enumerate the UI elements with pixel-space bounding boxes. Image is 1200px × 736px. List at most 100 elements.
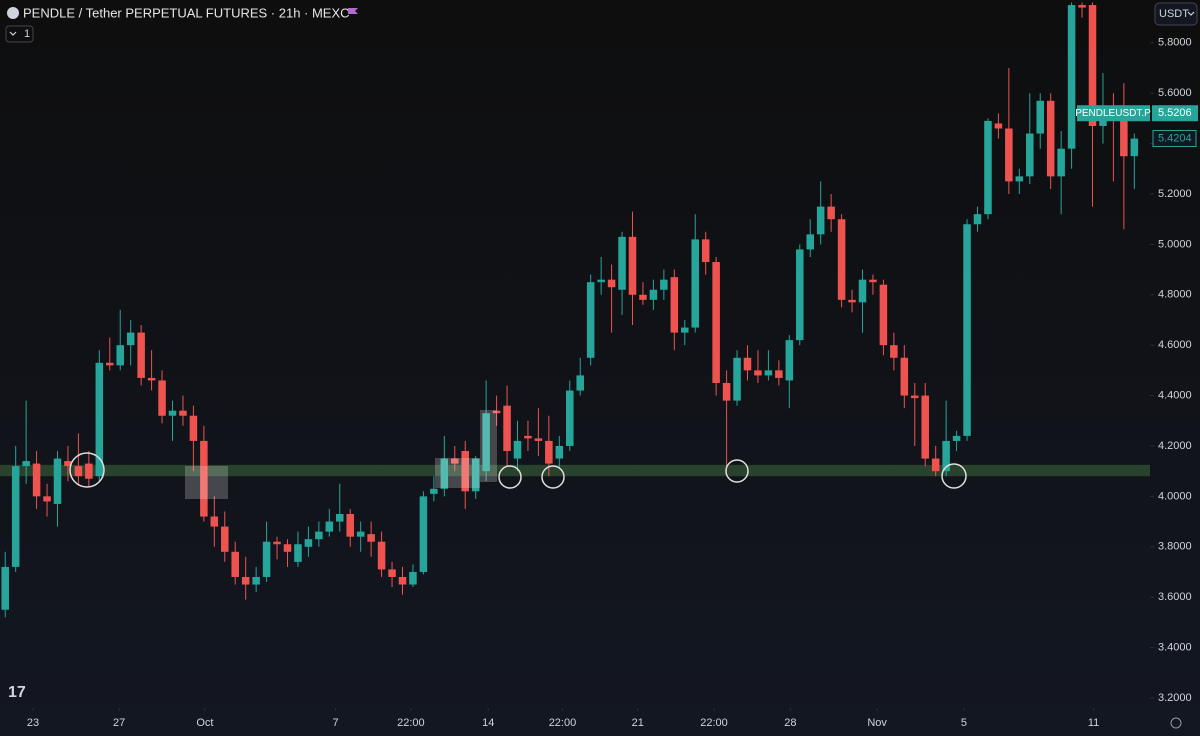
y-tick-label: 4.8000 <box>1158 289 1192 301</box>
y-tick-label: 4.6000 <box>1158 339 1192 351</box>
candle-layer <box>1 2 1139 618</box>
candle-body <box>973 214 982 225</box>
candle-body <box>733 357 741 401</box>
candle-body <box>869 279 877 283</box>
candle-body <box>827 206 835 220</box>
candle-body <box>586 282 595 358</box>
candle-body <box>106 362 114 366</box>
candle-body <box>440 458 449 489</box>
currency-button[interactable] <box>1154 2 1198 26</box>
candle-body <box>168 410 177 416</box>
candle-body <box>1015 176 1024 182</box>
candle-body <box>524 435 532 439</box>
candle-body <box>649 289 658 300</box>
x-tick-label: 27 <box>113 717 125 729</box>
touch-circle <box>498 465 522 489</box>
candle-body <box>1 566 9 610</box>
candle-body <box>22 461 30 467</box>
candle-body <box>1067 5 1076 149</box>
candle-body <box>492 410 501 414</box>
candle-body <box>1036 100 1044 134</box>
touch-circle <box>725 459 749 483</box>
candle-body <box>1088 5 1097 126</box>
price-badge <box>1152 129 1197 147</box>
candle-body <box>618 236 626 290</box>
candle-body <box>221 526 229 552</box>
candle-body <box>816 206 825 235</box>
x-tick-label: 11 <box>1088 717 1099 729</box>
x-tick-label: 7 <box>333 717 339 729</box>
y-tick-label: 3.2000 <box>1158 692 1192 704</box>
candle-body <box>994 123 1003 129</box>
candle-body <box>231 551 239 577</box>
candle-body <box>691 239 699 328</box>
candle-body <box>984 120 992 215</box>
y-tick-label: 5.6000 <box>1158 87 1192 99</box>
y-tick-label: 3.6000 <box>1158 591 1192 603</box>
candle-body <box>1057 148 1065 177</box>
candle-body <box>158 380 166 416</box>
candle-body <box>32 463 41 497</box>
candle-body <box>273 541 281 545</box>
candle-body <box>1078 5 1086 8</box>
candle-body <box>503 405 511 452</box>
candle-body <box>471 458 480 492</box>
candle-body <box>1046 100 1055 177</box>
candle-body <box>346 513 354 537</box>
indicator-count: 1 <box>24 28 30 40</box>
candle-body <box>566 390 574 446</box>
candle-body <box>545 440 553 464</box>
x-tick-label: 23 <box>27 717 39 729</box>
candle-body <box>294 544 302 562</box>
candle-body <box>179 410 187 416</box>
axis-layer: 3.2000 3.4000 3.6000 3.8000 4.0000 4.2000 4.40… <box>27 37 1198 729</box>
chevron-icon <box>9 31 17 36</box>
candle-body <box>639 294 647 300</box>
candle-body <box>743 357 752 371</box>
y-tick-label: 3.8000 <box>1158 541 1192 553</box>
candle-body <box>952 435 961 441</box>
candle-body <box>1130 138 1139 157</box>
candle-body <box>754 370 762 376</box>
candle-body <box>43 496 51 502</box>
candle-body <box>931 458 940 472</box>
candle-body <box>911 395 919 399</box>
candle-body <box>241 576 250 585</box>
touch-circle <box>941 463 967 489</box>
candle-body <box>555 445 564 459</box>
candle-body <box>1120 113 1128 157</box>
candle-body <box>722 382 731 401</box>
candle-body <box>1026 133 1034 177</box>
candle-body <box>283 544 292 552</box>
indicator-toggle[interactable] <box>5 25 34 43</box>
candle-body <box>419 496 428 572</box>
x-tick-label: Oct <box>196 717 213 729</box>
y-tick-label: 4.0000 <box>1158 490 1192 502</box>
candle-body <box>670 277 679 333</box>
price-badge-label: 5.4204 <box>1158 132 1192 144</box>
zone-layer <box>0 464 1150 477</box>
flag-icon <box>348 8 358 14</box>
x-tick-label: Nov <box>867 717 887 729</box>
candle-body <box>409 571 417 585</box>
y-tick-label: 4.2000 <box>1158 440 1192 452</box>
candle-body <box>147 377 156 381</box>
candle-body <box>806 234 814 250</box>
candle-body <box>942 440 950 472</box>
touch-circle <box>541 465 565 489</box>
x-tick-label: 22:00 <box>700 717 728 729</box>
candle-body <box>921 395 929 459</box>
tv-logo: 17 <box>8 684 26 701</box>
candle-body <box>712 262 720 383</box>
candle-body <box>430 488 438 494</box>
candle-body <box>64 461 72 467</box>
candle-body <box>377 541 386 570</box>
candle-body <box>451 458 459 464</box>
price-badge-label: 5.5206 <box>1158 107 1192 119</box>
y-tick-label: 4.4000 <box>1158 389 1192 401</box>
settings-icon[interactable] <box>1170 717 1182 729</box>
y-tick-label: 5.8000 <box>1158 37 1192 49</box>
y-tick-label: 3.4000 <box>1158 641 1192 653</box>
